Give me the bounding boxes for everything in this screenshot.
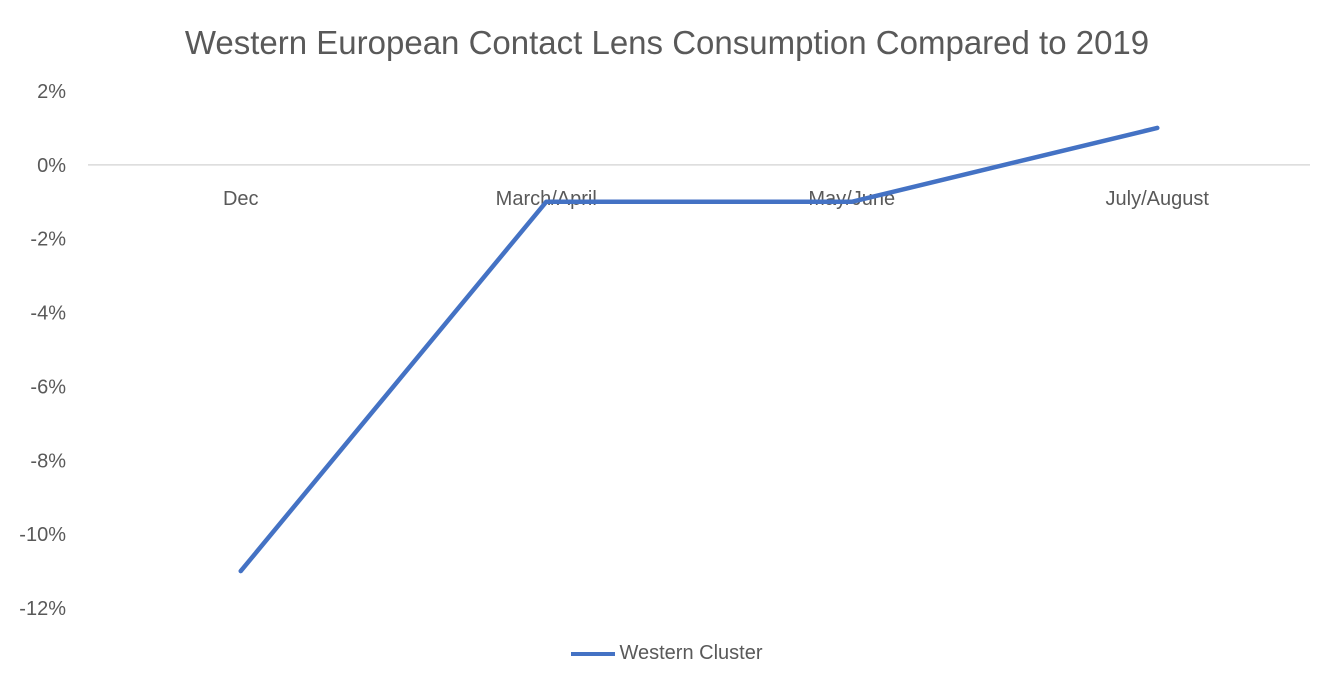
y-tick-label: -8% bbox=[30, 450, 66, 472]
data-point bbox=[238, 569, 243, 574]
legend: Western Cluster bbox=[0, 642, 1334, 665]
y-tick-label: -12% bbox=[19, 598, 66, 620]
y-tick-label: -2% bbox=[30, 229, 66, 251]
data-point bbox=[544, 199, 549, 204]
series-line-western-cluster bbox=[238, 125, 1160, 574]
x-tick-label: March/April bbox=[496, 188, 597, 210]
y-tick-label: -4% bbox=[30, 303, 66, 325]
y-tick-label: -10% bbox=[19, 524, 66, 546]
data-point bbox=[1155, 125, 1160, 130]
y-tick-label: 0% bbox=[37, 155, 66, 177]
y-axis-tick-labels: 2% 0% -2% -4% -6% -8% -10% -12% bbox=[19, 81, 66, 620]
data-point bbox=[849, 199, 854, 204]
series-lines bbox=[238, 125, 1160, 574]
x-axis-tick-labels: Dec March/April May/June July/August bbox=[223, 188, 1209, 210]
x-tick-label: July/August bbox=[1106, 188, 1210, 210]
chart-title: Western European Contact Lens Consumptio… bbox=[184, 24, 1150, 61]
y-tick-label: -6% bbox=[30, 376, 66, 398]
x-tick-label: Dec bbox=[223, 188, 259, 210]
legend-swatch-western-cluster bbox=[571, 651, 616, 656]
y-tick-label: 2% bbox=[37, 81, 66, 103]
legend-label-western-cluster: Western Cluster bbox=[619, 642, 763, 664]
x-tick-label: May/June bbox=[808, 188, 895, 210]
